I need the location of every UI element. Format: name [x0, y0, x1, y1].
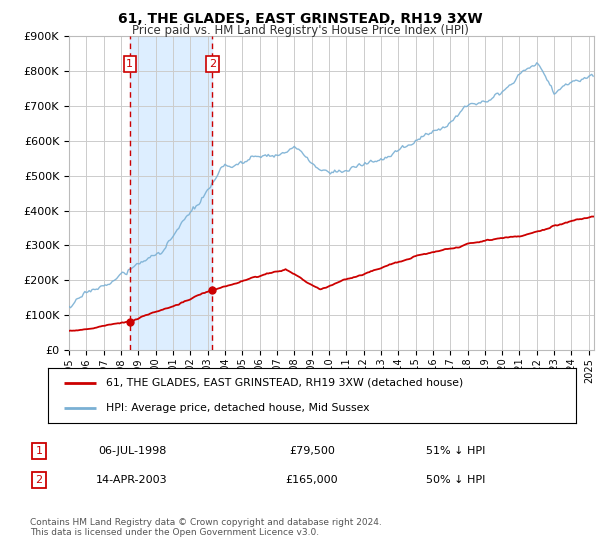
- Bar: [130, 36, 212, 350]
- Text: £79,500: £79,500: [289, 446, 335, 456]
- Text: HPI: Average price, detached house, Mid Sussex: HPI: Average price, detached house, Mid …: [106, 403, 370, 413]
- Text: Price paid vs. HM Land Registry's House Price Index (HPI): Price paid vs. HM Land Registry's House …: [131, 24, 469, 37]
- Text: 14-APR-2003: 14-APR-2003: [96, 475, 168, 485]
- Text: 61, THE GLADES, EAST GRINSTEAD, RH19 3XW: 61, THE GLADES, EAST GRINSTEAD, RH19 3XW: [118, 12, 482, 26]
- Text: 1: 1: [127, 59, 133, 69]
- Text: 61, THE GLADES, EAST GRINSTEAD, RH19 3XW (detached house): 61, THE GLADES, EAST GRINSTEAD, RH19 3XW…: [106, 378, 463, 388]
- Text: 51% ↓ HPI: 51% ↓ HPI: [427, 446, 485, 456]
- Text: £165,000: £165,000: [286, 475, 338, 485]
- Text: 2: 2: [35, 475, 43, 485]
- Text: 06-JUL-1998: 06-JUL-1998: [98, 446, 166, 456]
- Text: 1: 1: [35, 446, 43, 456]
- Text: 2: 2: [209, 59, 216, 69]
- Text: Contains HM Land Registry data © Crown copyright and database right 2024.
This d: Contains HM Land Registry data © Crown c…: [30, 518, 382, 538]
- Text: 50% ↓ HPI: 50% ↓ HPI: [427, 475, 485, 485]
